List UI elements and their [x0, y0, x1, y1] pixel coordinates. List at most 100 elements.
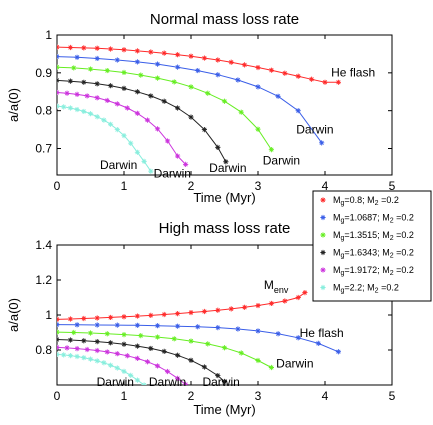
series-1-point — [295, 73, 301, 79]
series-6-point — [141, 382, 147, 385]
series-1-point — [94, 315, 100, 321]
series-1-point — [134, 48, 140, 54]
series-1-point — [161, 50, 167, 56]
series-5-point — [124, 105, 130, 111]
series-1-point — [302, 290, 308, 296]
series-2-point — [134, 59, 140, 65]
series-2-point — [57, 53, 60, 60]
legend-marker — [320, 284, 326, 291]
series-1-point — [255, 302, 261, 309]
legend-marker — [320, 249, 326, 256]
x-tick-label: 2 — [188, 389, 195, 403]
series-4-point — [188, 114, 194, 120]
series-5-point — [114, 351, 120, 357]
legend-label: Mg=1.3515; M2 =0.2 — [333, 230, 414, 242]
series-5-point — [164, 368, 171, 375]
series-2-point — [94, 322, 100, 328]
series-5-point — [144, 359, 151, 365]
series-3-line — [57, 66, 272, 150]
series-5 — [57, 344, 189, 385]
series-5-point — [124, 353, 130, 359]
series-3-line — [57, 331, 272, 368]
series-4-point — [134, 89, 140, 95]
series-6-point — [108, 121, 114, 127]
series-2-point — [235, 326, 241, 332]
series-3-point — [121, 332, 127, 338]
series-2-point — [94, 55, 100, 62]
legend-label: Mg=0.8; M2 =0.2 — [333, 195, 399, 207]
series-2-point — [275, 93, 281, 99]
series-6-point — [87, 111, 94, 117]
y-tick-label: 1.4 — [35, 238, 52, 252]
series-5-point — [57, 89, 60, 96]
annotation-2: He flash — [300, 326, 344, 340]
series-5 — [57, 89, 189, 168]
series-5-point — [154, 126, 161, 132]
series-2-point — [335, 349, 341, 355]
series-1-point — [134, 313, 140, 319]
legend-box — [312, 190, 432, 302]
series-1-point — [175, 52, 181, 58]
series-4-point — [108, 340, 114, 346]
series-4-point — [188, 357, 194, 363]
series-2-point — [319, 140, 325, 146]
series-1-point — [108, 46, 114, 52]
series-3-point — [154, 334, 161, 340]
y-axis-label: a/a(0) — [6, 88, 21, 122]
series-1-point — [242, 62, 248, 68]
series-5-point — [84, 346, 90, 353]
legend-marker — [320, 267, 326, 273]
legend-marker — [320, 214, 326, 221]
series-3-point — [121, 69, 127, 76]
y-tick-label: 1.2 — [35, 273, 52, 287]
series-5-point — [104, 349, 110, 355]
series-3-point — [138, 72, 144, 78]
y-tick-label: 0.9 — [35, 66, 52, 80]
series-5-point — [134, 110, 140, 116]
series-1-point — [215, 57, 221, 63]
series-1-point — [121, 47, 127, 53]
series-1-point — [161, 311, 167, 318]
series-6-point — [81, 108, 87, 115]
series-3-point — [71, 65, 77, 71]
y-tick-label: 1 — [45, 28, 52, 42]
series-3-point — [205, 90, 211, 96]
series-2-point — [295, 108, 301, 114]
series-1-point — [188, 309, 194, 316]
series-1-point — [148, 49, 154, 55]
plot-area — [56, 34, 393, 176]
annotation-1: He flash — [331, 66, 375, 80]
series-5-point — [74, 91, 80, 98]
series-3-point — [71, 329, 77, 336]
series-6-point — [121, 368, 127, 374]
y-tick-label: 0.7 — [35, 142, 52, 156]
series-2-point — [235, 77, 241, 83]
series-2-line — [57, 56, 323, 144]
chart-panel-1: Normal mass loss rate 0 1 2 3 4 5 0.7 0.8 0.9 1 Tim… — [6, 11, 396, 205]
series-1-point — [255, 64, 261, 71]
series-6-point — [108, 362, 114, 368]
series-4-point — [57, 77, 60, 84]
series-4-point — [94, 339, 100, 345]
series-1-point — [322, 79, 328, 85]
annotation-6: Darwin — [97, 375, 134, 389]
y-tick-label: 0.8 — [35, 343, 52, 357]
series-2-point — [74, 54, 80, 60]
annotation-4: Darwin — [209, 161, 246, 175]
series-2-point — [315, 340, 321, 346]
series-1-point — [268, 67, 274, 73]
series-5-point — [164, 138, 171, 144]
series-4-point — [201, 364, 207, 370]
series-3-point — [57, 329, 60, 335]
legend: Mg=0.8; M2 =0.2 Mg=1.0687; M2 =0.2 Mg=1.35… — [312, 190, 432, 302]
series-2-point — [295, 335, 301, 341]
series-4-point — [161, 98, 167, 104]
legend-marker — [320, 232, 326, 238]
x-tick-label: 2 — [188, 179, 195, 193]
series-3-point — [221, 345, 228, 351]
series-1-point — [81, 315, 87, 322]
series-1-point — [335, 79, 341, 85]
legend-entry-2: Mg=1.0687; M2 =0.2 — [320, 213, 414, 225]
chart-title: Normal mass loss rate — [150, 11, 299, 28]
series-6-point — [134, 149, 140, 155]
